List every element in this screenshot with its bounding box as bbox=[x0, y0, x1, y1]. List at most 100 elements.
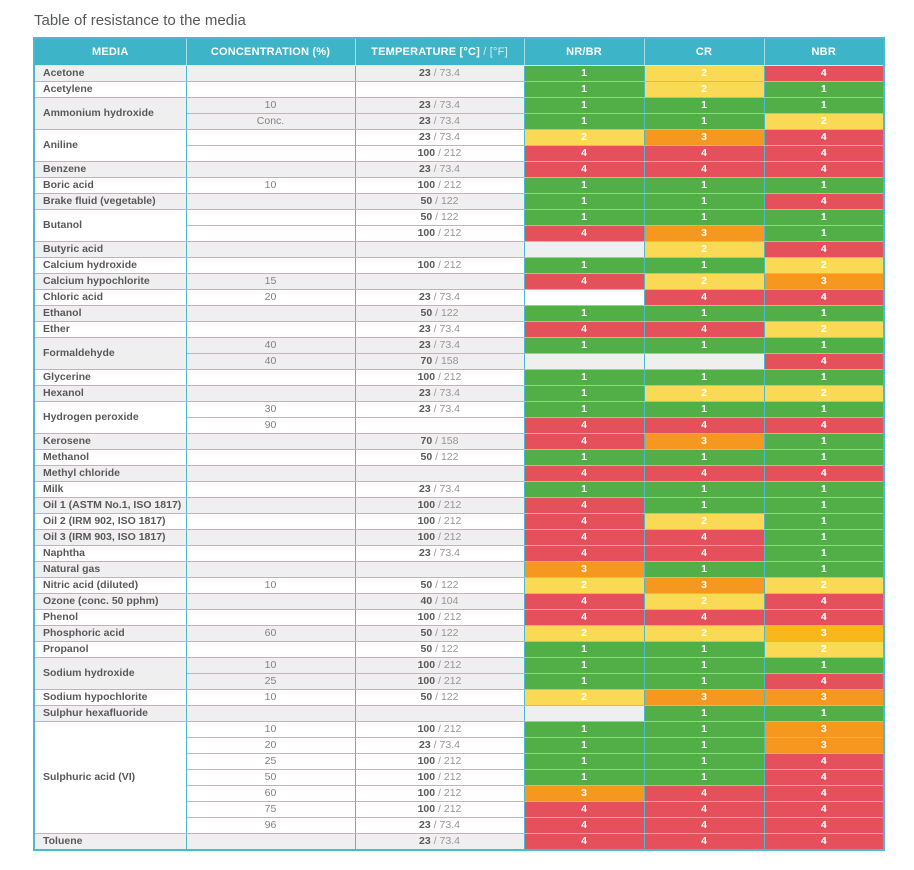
media-cell: Boric acid bbox=[33, 176, 187, 194]
temperature-celsius: 23 bbox=[419, 738, 431, 751]
temperature-celsius: 23 bbox=[419, 322, 431, 335]
rating-cell-cr: 3 bbox=[643, 128, 765, 146]
rating-cell-cr: 1 bbox=[643, 256, 765, 274]
temperature-celsius: 70 bbox=[420, 354, 433, 367]
rating-cell-cr: 3 bbox=[643, 432, 765, 450]
rating-cell-nr-br: 1 bbox=[523, 480, 645, 498]
temperature-fahrenheit: / 212 bbox=[435, 754, 462, 767]
temperature-cell: 100 / 212 bbox=[354, 176, 525, 194]
temperature-cell: 100 / 212 bbox=[354, 800, 525, 818]
temperature-cell: 100 / 212 bbox=[354, 144, 525, 162]
temperature-fahrenheit: / 212 bbox=[435, 802, 462, 815]
column-header-temperature: TEMPERATURE [°C] / [°F] bbox=[355, 38, 525, 66]
rating-cell-cr: 1 bbox=[643, 96, 765, 114]
rating-cell-nbr: 2 bbox=[763, 640, 885, 658]
temperature-cell: 100 / 212 bbox=[354, 368, 525, 386]
rating-cell-cr: 1 bbox=[643, 368, 765, 386]
table-row: Methanol 50 / 122 1 1 1 bbox=[33, 448, 885, 466]
temperature-cell: 23 / 73.4 bbox=[354, 336, 525, 354]
media-cell: Methanol bbox=[33, 448, 187, 466]
temperature-cell: 100 / 212 bbox=[354, 528, 525, 546]
rating-cell-nr-br: 4 bbox=[523, 816, 645, 834]
temperature-celsius: 100 bbox=[417, 674, 436, 687]
rating-cell-cr: 4 bbox=[643, 784, 765, 802]
resistance-table-body: Acetone 23 / 73.4 1 2 4 Acetylene 1 2 1 Ammonium … bbox=[33, 64, 885, 850]
rating-cell-nr-br: 2 bbox=[523, 128, 645, 146]
rating-cell-cr: 4 bbox=[643, 320, 765, 338]
temperature-celsius: 23 bbox=[419, 98, 431, 111]
rating-cell-nbr: 3 bbox=[763, 272, 885, 290]
column-header-concentration: CONCENTRATION (%) bbox=[186, 38, 356, 66]
table-row: Sodium hypochlorite 10 50 / 122 2 3 3 bbox=[33, 688, 885, 706]
rating-cell-cr: 4 bbox=[643, 816, 765, 834]
rating-cell-nbr: 1 bbox=[763, 656, 885, 674]
temperature-cell: 23 / 73.4 bbox=[354, 288, 525, 306]
rating-cell-nbr: 1 bbox=[763, 208, 885, 226]
temperature-cell: 23 / 73.4 bbox=[354, 816, 525, 834]
table-row: Oil 1 (ASTM No.1, ISO 1817) 100 / 212 4 1 1 bbox=[33, 496, 885, 514]
temperature-celsius: 100 bbox=[417, 258, 436, 271]
temperature-celsius: 100 bbox=[417, 754, 436, 767]
rating-cell-cr: 1 bbox=[643, 672, 765, 690]
rating-cell-nr-br: 4 bbox=[523, 592, 645, 610]
rating-cell-cr: 1 bbox=[643, 400, 765, 418]
rating-cell-nr-br: 1 bbox=[523, 192, 645, 210]
rating-cell-cr: 2 bbox=[643, 592, 765, 610]
concentration-cell bbox=[185, 368, 356, 386]
rating-cell-nr-br: 1 bbox=[523, 80, 645, 98]
rating-cell-nr-br: 1 bbox=[523, 176, 645, 194]
temperature-fahrenheit: / 73.4 bbox=[430, 818, 460, 831]
rating-cell-nr-br: 1 bbox=[523, 304, 645, 322]
concentration-cell bbox=[185, 160, 356, 178]
rating-cell-cr: 4 bbox=[643, 608, 765, 626]
rating-cell-nr-br: 1 bbox=[523, 448, 645, 466]
temperature-cell: 40 / 104 bbox=[354, 592, 525, 610]
temperature-fahrenheit: / 73.4 bbox=[430, 290, 460, 303]
media-cell: Ammonium hydroxide bbox=[33, 96, 187, 130]
table-row: Acetylene 1 2 1 bbox=[33, 80, 885, 98]
rating-cell-nbr: 4 bbox=[763, 464, 885, 482]
temperature-celsius: 23 bbox=[419, 834, 431, 847]
rating-cell-nr-br: 4 bbox=[523, 464, 645, 482]
rating-cell-cr: 2 bbox=[643, 64, 765, 82]
temperature-celsius: 50 bbox=[420, 194, 433, 207]
rating-cell-nr-br: 1 bbox=[523, 384, 645, 402]
temperature-celsius: 23 bbox=[419, 818, 431, 831]
media-cell: Benzene bbox=[33, 160, 187, 178]
media-cell: Sulphuric acid (VI) bbox=[33, 720, 187, 834]
table-row: Sulphur hexafluoride 1 1 bbox=[33, 704, 885, 722]
resistance-table: MEDIA CONCENTRATION (%) TEMPERATURE [°C]… bbox=[33, 37, 885, 851]
temperature-fahrenheit: / 122 bbox=[432, 194, 459, 207]
rating-cell-cr: 1 bbox=[643, 752, 765, 770]
temperature-fahrenheit: / 212 bbox=[435, 610, 462, 623]
rating-cell-nr-br: 1 bbox=[523, 112, 645, 130]
table-row: Hexanol 23 / 73.4 1 2 2 bbox=[33, 384, 885, 402]
rating-cell-nbr: 4 bbox=[763, 192, 885, 210]
rating-cell-cr: 1 bbox=[643, 704, 765, 722]
rating-cell-nbr: 1 bbox=[763, 176, 885, 194]
rating-cell-cr: 4 bbox=[643, 544, 765, 562]
concentration-cell bbox=[185, 496, 356, 514]
rating-cell-cr: 3 bbox=[643, 688, 765, 706]
rating-cell-nbr: 4 bbox=[763, 352, 885, 370]
temperature-fahrenheit: / 73.4 bbox=[430, 162, 460, 175]
table-row: 40 70 / 158 4 bbox=[34, 352, 885, 370]
temperature-cell: 100 / 212 bbox=[354, 224, 525, 242]
rating-cell-nr-br: 4 bbox=[523, 800, 645, 818]
table-row: Propanol 50 / 122 1 1 2 bbox=[33, 640, 885, 658]
page-title: Table of resistance to the media bbox=[34, 12, 246, 29]
table-row: Formaldehyde 40 23 / 73.4 1 1 1 bbox=[33, 336, 885, 370]
media-cell: Sulphur hexafluoride bbox=[33, 704, 187, 722]
concentration-cell: 96 bbox=[185, 816, 356, 834]
table-row: Butanol 50 / 122 1 1 1 bbox=[33, 208, 885, 242]
temperature-cell bbox=[354, 80, 525, 98]
rating-cell-nr-br: 4 bbox=[523, 160, 645, 178]
temperature-celsius: 23 bbox=[419, 482, 431, 495]
media-cell: Hexanol bbox=[33, 384, 187, 402]
rating-cell-nbr: 1 bbox=[763, 480, 885, 498]
table-row: 25 100 / 212 1 1 4 bbox=[34, 672, 885, 690]
temperature-fahrenheit: / 73.4 bbox=[430, 322, 460, 335]
temperature-cell: 50 / 122 bbox=[354, 208, 525, 226]
rating-cell-nr-br: 1 bbox=[523, 96, 645, 114]
rating-cell-nbr: 1 bbox=[763, 528, 885, 546]
